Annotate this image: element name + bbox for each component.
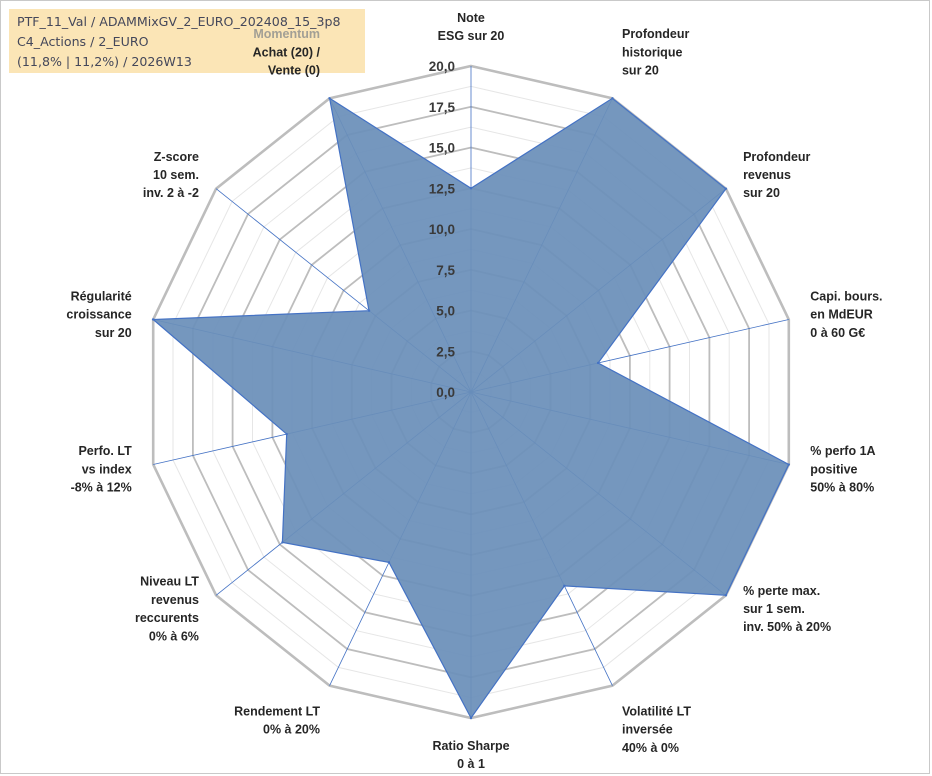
data-point xyxy=(563,584,566,588)
tick-label: 15,0 xyxy=(429,141,455,156)
axis-label-line: % perfo 1A xyxy=(810,444,875,458)
axis-label-line: -8% à 12% xyxy=(71,481,132,495)
radar-series xyxy=(151,97,791,720)
axis-label-line: revenus xyxy=(743,168,791,182)
axis-label-line: inversée xyxy=(622,723,673,737)
data-point xyxy=(611,97,614,100)
axis-label-line: Niveau LT xyxy=(140,575,199,589)
axis-label-line: inv. 2 à -2 xyxy=(143,186,199,200)
axis-label-line: Note xyxy=(457,11,485,25)
tick-label: 17,5 xyxy=(429,100,456,115)
axis-label-line: Z-score xyxy=(154,150,199,164)
axis-label-line: en MdEUR xyxy=(810,308,873,322)
axis-label: % perfo 1A positive 50% à 80% xyxy=(810,444,875,494)
tick-label: 0,0 xyxy=(436,385,455,400)
series-area xyxy=(151,97,790,720)
axis-label-line: % perte max. xyxy=(743,584,820,598)
data-point xyxy=(387,561,391,564)
portfolio-stats: (11,8% | 11,2%) / 2026W13 xyxy=(17,54,192,69)
axis-label: Z-score 10 sem. inv. 2 à -2 xyxy=(143,150,199,200)
data-point xyxy=(787,463,791,466)
axis-label: Ratio Sharpe 0 à 1 xyxy=(432,739,509,771)
axis-label-line: vs index xyxy=(82,462,132,476)
data-point xyxy=(469,716,473,720)
axis-label: Rendement LT 0% à 20% xyxy=(234,705,320,737)
axis-label: Volatilité LT inversée 40% à 0% xyxy=(622,705,691,755)
axis-label-line: Profondeur xyxy=(743,150,810,164)
axis-label-line: Perfo. LT xyxy=(78,444,132,458)
data-point xyxy=(724,187,728,190)
axis-label-line: 0% à 6% xyxy=(149,629,199,643)
axis-label: Capi. bours. en MdEUR 0 à 60 G€ xyxy=(810,289,882,339)
axis-label-line: Momentum xyxy=(253,27,320,41)
axis-label-line: historique xyxy=(622,45,682,59)
axis-label-line: sur 20 xyxy=(95,326,132,340)
axis-label: Profondeur historique sur 20 xyxy=(622,27,689,77)
data-point xyxy=(151,318,155,321)
axis-label-line: sur 1 sem. xyxy=(743,602,805,616)
radar-tick-labels: 0,0 2,5 5,0 7,5 10,0 12,5 15,0 17,5 20,0 xyxy=(429,59,456,400)
data-point xyxy=(596,361,600,365)
axis-label: Note ESG sur 20 xyxy=(438,11,505,43)
axis-label-line: reccurents xyxy=(135,611,199,625)
axis-label-line: Capi. bours. xyxy=(810,289,882,303)
tick-label: 10,0 xyxy=(429,222,455,237)
axis-label-line: 50% à 80% xyxy=(810,481,874,495)
axis-label-line: Volatilité LT xyxy=(622,705,691,719)
tick-label: 5,0 xyxy=(436,304,455,319)
axis-label-line: 0 à 1 xyxy=(457,757,485,771)
axis-label-line: positive xyxy=(810,462,857,476)
axis-label-line: 0% à 20% xyxy=(263,723,320,737)
portfolio-name: PTF_11_Val / ADAMMixGV_2_EURO_202408_15_… xyxy=(17,14,341,29)
axis-label-line: revenus xyxy=(151,593,199,607)
axis-label: Momentum Achat (20) / Vente (0) xyxy=(253,27,321,77)
data-point xyxy=(328,97,331,100)
axis-label-line: 0 à 60 G€ xyxy=(810,326,865,340)
axis-label-line: ESG sur 20 xyxy=(438,29,505,43)
axis-label-line: Rendement LT xyxy=(234,705,320,719)
axis-label-line: Achat (20) / xyxy=(253,45,321,59)
axis-label: Régularité croissance sur 20 xyxy=(66,289,131,339)
data-point xyxy=(367,309,371,312)
axis-label-line: sur 20 xyxy=(743,186,780,200)
portfolio-info-box: PTF_11_Val / ADAMMixGV_2_EURO_202408_15_… xyxy=(9,9,365,73)
data-point xyxy=(469,187,473,190)
tick-label: 20,0 xyxy=(429,59,455,74)
axis-label: Perfo. LT vs index -8% à 12% xyxy=(71,444,133,494)
axis-label: % perte max. sur 1 sem. inv. 50% à 20% xyxy=(743,584,831,634)
axis-label-line: Ratio Sharpe xyxy=(432,739,509,753)
data-point xyxy=(281,541,284,544)
axis-label-line: Vente (0) xyxy=(268,63,320,77)
tick-label: 2,5 xyxy=(436,344,455,359)
axis-label: Profondeur revenus sur 20 xyxy=(743,150,810,200)
axis-label-line: Régularité xyxy=(71,289,132,303)
data-point xyxy=(285,432,288,436)
axis-label-line: 40% à 0% xyxy=(622,741,679,755)
axis-label-line: 10 sem. xyxy=(153,168,199,182)
asset-class: C4_Actions / 2_EURO xyxy=(17,34,149,49)
data-point xyxy=(724,594,728,597)
tick-label: 12,5 xyxy=(429,181,456,196)
tick-label: 7,5 xyxy=(436,263,455,278)
axis-label-line: croissance xyxy=(66,308,131,322)
radar-axis-labels: Note ESG sur 20 Profondeur historique sur 20… xyxy=(66,11,882,771)
axis-label: Niveau LT revenus reccurents 0% à 6% xyxy=(135,575,199,644)
axis-label-line: Profondeur xyxy=(622,27,689,41)
axis-label-line: sur 20 xyxy=(622,63,659,77)
axis-label-line: inv. 50% à 20% xyxy=(743,620,831,634)
